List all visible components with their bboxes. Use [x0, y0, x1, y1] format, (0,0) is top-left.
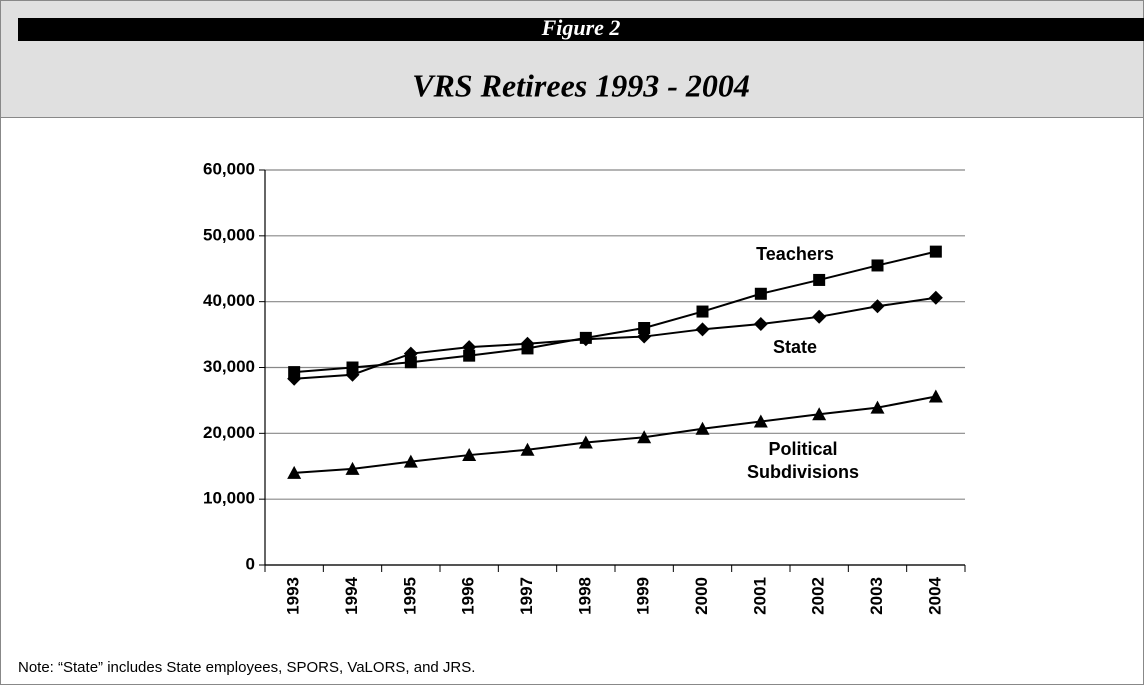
note: Note: “State” includes State employees, … [18, 659, 475, 676]
marker [287, 371, 302, 386]
x-tick-label: 1996 [459, 577, 478, 615]
series-line [294, 250, 937, 374]
x-tick-label: 2000 [692, 577, 711, 615]
y-tick-label: 30,000 [203, 357, 255, 376]
x-tick-label: 1997 [517, 577, 536, 615]
marker [463, 349, 476, 362]
marker [403, 454, 418, 468]
marker [753, 414, 768, 428]
chart-title: VRS Retirees 1993 - 2004 [412, 67, 750, 103]
figure-label-bar [18, 18, 1144, 41]
marker [345, 461, 360, 475]
marker [462, 448, 477, 462]
series-line [294, 395, 937, 474]
x-tick-label: 1999 [634, 577, 653, 615]
marker [754, 287, 767, 300]
series-label-line: Political [768, 439, 837, 459]
y-tick-label: 50,000 [203, 225, 255, 244]
x-tick-label: 1995 [400, 577, 419, 615]
marker [345, 367, 360, 382]
marker [578, 332, 593, 347]
y-tick-label: 40,000 [203, 291, 255, 310]
marker [928, 389, 943, 403]
series-label: Political Subdivisions [747, 439, 859, 482]
marker [462, 340, 477, 355]
marker [578, 435, 593, 449]
marker [696, 305, 709, 318]
x-tick-label: 2003 [867, 577, 886, 615]
marker [813, 273, 826, 286]
y-tick-label: 20,000 [203, 423, 255, 442]
marker [812, 309, 827, 324]
marker [520, 442, 535, 456]
marker [753, 317, 768, 332]
x-tick-label: 2001 [750, 577, 769, 615]
marker [638, 322, 651, 334]
marker [812, 407, 827, 421]
x-tick-label: 2002 [809, 577, 828, 615]
marker [403, 346, 418, 361]
series-label: Teachers [756, 244, 834, 264]
y-tick-label: 0 [246, 554, 255, 573]
y-tick-label: 10,000 [203, 489, 255, 508]
marker [928, 290, 943, 305]
marker [637, 430, 652, 444]
series-line [294, 296, 936, 380]
marker [637, 329, 652, 344]
marker [929, 245, 942, 258]
x-tick-label: 1998 [575, 577, 594, 615]
marker [346, 361, 359, 374]
figure-label: Figure 2 [541, 15, 621, 40]
marker [520, 336, 535, 351]
marker [871, 259, 884, 272]
series-label-line: Subdivisions [747, 462, 859, 482]
x-tick-label: 2004 [925, 576, 944, 614]
x-tick-label: 1994 [342, 576, 361, 614]
y-tick-label: 60,000 [203, 159, 255, 178]
marker [287, 465, 302, 479]
series-label: State [773, 337, 817, 357]
marker [695, 421, 710, 435]
marker [870, 299, 885, 314]
marker [404, 356, 417, 369]
x-tick-label: 1993 [284, 577, 303, 615]
marker [695, 322, 710, 337]
marker [870, 400, 885, 414]
